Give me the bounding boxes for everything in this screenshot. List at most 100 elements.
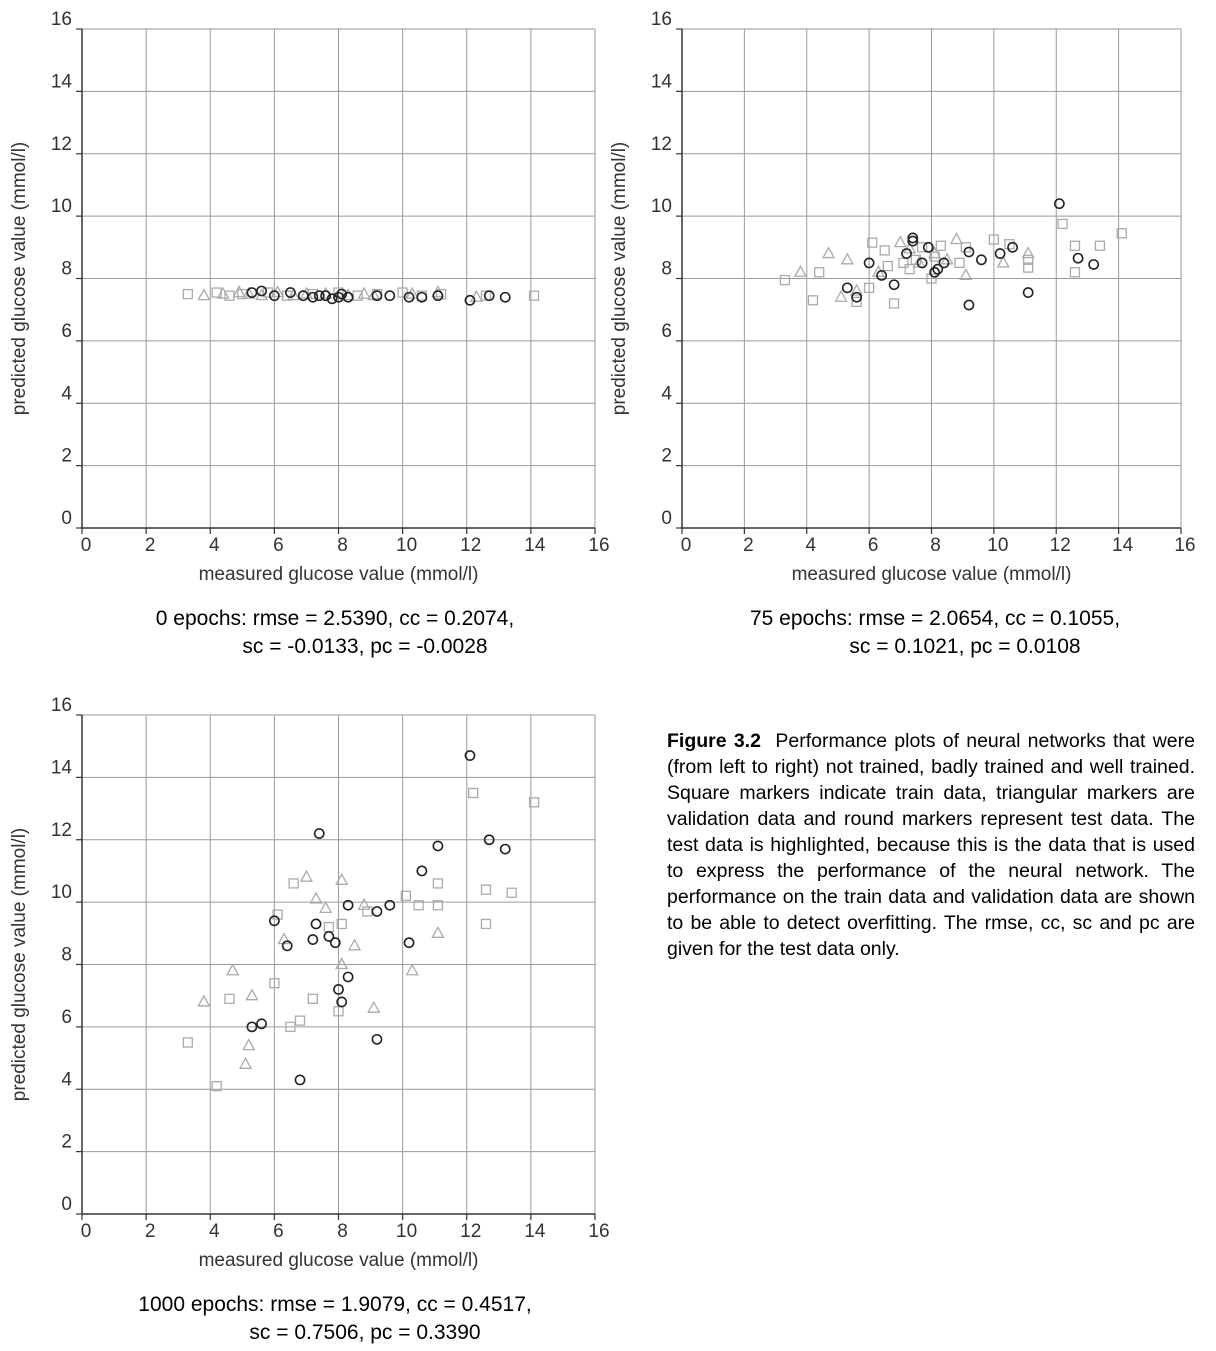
train-point: [468, 787, 479, 799]
y-tick-label: 2: [61, 1132, 72, 1153]
test-point: [342, 899, 354, 911]
validation-point: [277, 932, 291, 945]
train-point: [935, 240, 947, 251]
test-point: [1007, 241, 1018, 253]
y-tick-label: 0: [61, 508, 72, 529]
test-point: [342, 291, 354, 303]
caption-line-1: 75 epochs: rmse = 2.0654, cc = 0.1055,: [749, 607, 1121, 630]
validation-point: [405, 963, 419, 976]
train-point: [954, 257, 965, 269]
test-point: [929, 266, 941, 278]
x-axis-label: measured glucose value (mmol/l): [199, 1250, 479, 1271]
validation-point: [226, 963, 240, 976]
train-point: [528, 797, 540, 808]
test-point: [975, 254, 987, 266]
test-point: [464, 750, 476, 761]
y-tick-label: 2: [61, 446, 72, 467]
test-point: [416, 291, 428, 303]
test-point: [963, 299, 975, 311]
caption-0-epochs: 0 epochs: rmse = 2.5390, cc = 0.2074, sc…: [70, 605, 600, 661]
test-point: [483, 290, 495, 302]
validation-point: [242, 286, 256, 299]
train-point: [879, 245, 890, 256]
train-point: [904, 263, 915, 275]
train-point: [1069, 267, 1081, 278]
y-tick-label: 4: [661, 383, 672, 404]
x-tick-label: 16: [588, 535, 609, 556]
test-point: [851, 291, 863, 303]
x-tick-label: 4: [805, 535, 816, 556]
test-point: [922, 241, 934, 253]
test-point: [329, 937, 341, 949]
validation-point: [834, 289, 848, 302]
train-point: [362, 906, 373, 917]
y-tick-label: 6: [661, 321, 672, 342]
caption-line-1: 1000 epochs: rmse = 1.9079, cc = 0.4517,: [138, 1293, 532, 1316]
test-point: [483, 834, 495, 846]
validation-point: [299, 869, 314, 882]
validation-point: [431, 925, 445, 938]
test-point: [403, 937, 415, 949]
y-tick-label: 6: [61, 1007, 72, 1028]
x-tick-label: 10: [396, 1221, 417, 1242]
test-point: [313, 828, 325, 839]
chart-0: 0 2 4 6 8 10 12 14 16 0 2 4 6 8 10 12 14 16 measured gluco…: [9, 9, 610, 585]
train-point: [863, 282, 875, 294]
y-tick-label: 12: [651, 134, 672, 155]
validation-point: [903, 241, 917, 254]
validation-point: [238, 1056, 253, 1069]
test-point: [416, 865, 428, 877]
train-point: [224, 993, 235, 1004]
validation-point: [309, 891, 323, 904]
test-point: [916, 257, 928, 269]
caption-line-2: sc = 0.7506, pc = 0.3390: [249, 1321, 481, 1344]
train-point: [480, 884, 492, 895]
test-point: [1053, 198, 1065, 210]
test-point: [938, 257, 950, 269]
test-point: [307, 291, 319, 303]
validation-point: [821, 246, 836, 259]
x-tick-label: 0: [81, 535, 92, 556]
y-tick-label: 14: [651, 71, 673, 92]
x-axis-label: measured glucose value (mmol/l): [199, 564, 479, 585]
test-point: [464, 294, 476, 306]
y-tick-label: 16: [51, 695, 72, 716]
test-point: [499, 291, 511, 303]
test-point: [994, 248, 1006, 259]
test-point: [323, 931, 335, 942]
x-tick-label: 4: [209, 1221, 220, 1242]
validation-point: [357, 286, 371, 299]
test-point: [256, 1018, 267, 1030]
y-tick-label: 2: [661, 446, 672, 467]
y-tick-label: 8: [61, 945, 72, 966]
validation-point: [341, 288, 355, 301]
caption-line-2: sc = 0.1021, pc = 0.0108: [849, 635, 1081, 658]
y-tick-label: 10: [651, 196, 672, 217]
train-point: [1069, 240, 1081, 251]
test-point: [907, 232, 919, 244]
validation-point: [197, 288, 211, 301]
x-tick-label: 8: [337, 1221, 348, 1242]
y-tick-label: 14: [51, 71, 73, 92]
test-point: [876, 269, 887, 281]
test-point: [320, 290, 332, 302]
train-point: [851, 296, 862, 308]
train-point: [336, 918, 347, 930]
chart-1000: 0 2 4 6 8 10 12 14 16 0 2 4 6 8 10 12 14 16 measured gluco…: [9, 695, 610, 1271]
test-point: [336, 288, 348, 300]
x-tick-label: 0: [681, 535, 692, 556]
validation-point: [1021, 246, 1035, 259]
validation-point: [357, 897, 371, 910]
x-tick-label: 12: [460, 535, 481, 556]
train-point: [211, 287, 222, 298]
validation-point: [335, 957, 349, 970]
test-point: [432, 290, 444, 302]
train-point: [211, 1080, 222, 1092]
x-tick-label: 2: [145, 1221, 156, 1242]
test-point: [294, 1074, 306, 1086]
train-point: [333, 1006, 344, 1017]
x-tick-label: 12: [460, 1221, 481, 1242]
test-point: [901, 248, 912, 259]
train-point: [432, 900, 444, 911]
test-point: [1072, 252, 1084, 264]
